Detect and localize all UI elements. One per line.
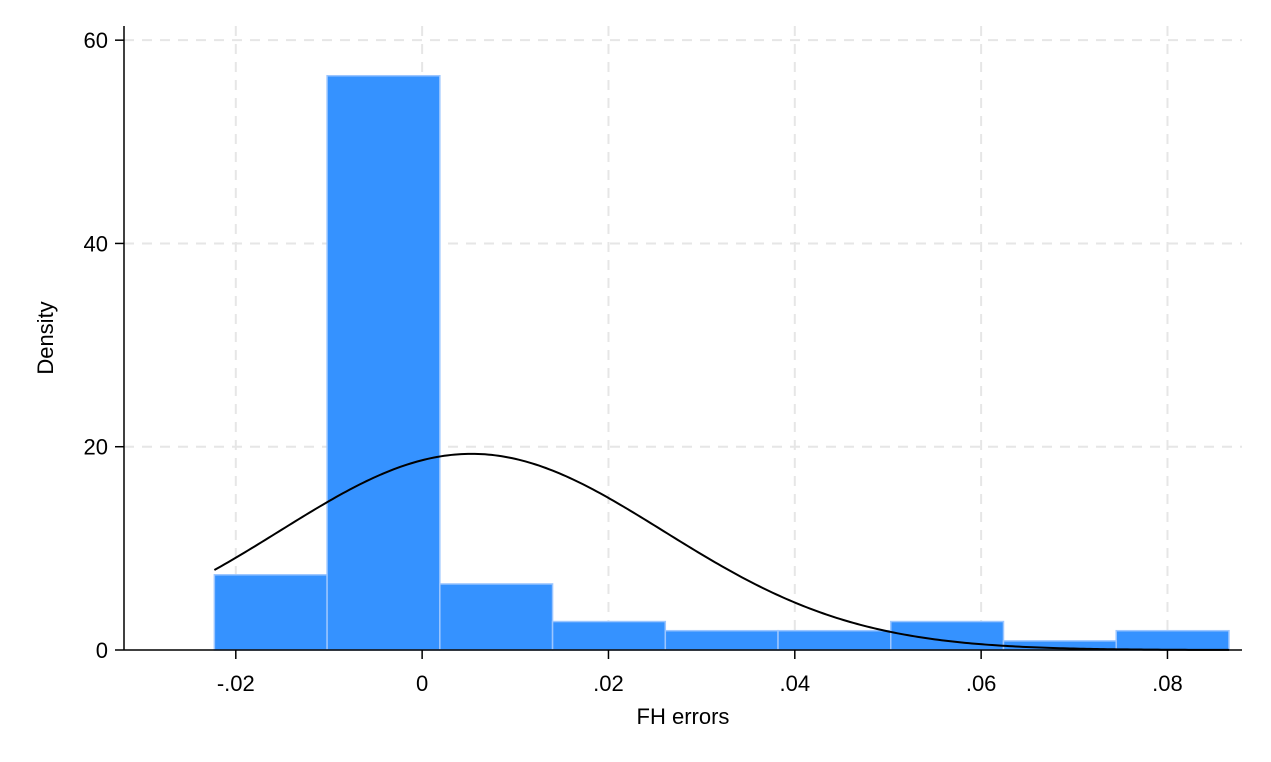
y-tick-label: 20 xyxy=(84,435,108,460)
x-tick-label: -.02 xyxy=(217,671,255,696)
histogram-bar xyxy=(213,574,328,651)
x-tick-label: .06 xyxy=(966,671,997,696)
grid-lines xyxy=(124,26,1242,650)
y-axis-title: Density xyxy=(33,301,58,374)
y-tick-label: 60 xyxy=(84,28,108,53)
y-tick-label: 40 xyxy=(84,231,108,256)
histogram-bar xyxy=(664,629,779,651)
x-tick-label: .08 xyxy=(1152,671,1183,696)
x-tick-label: .04 xyxy=(780,671,811,696)
histogram-bar xyxy=(777,629,892,651)
y-tick-label: 0 xyxy=(96,638,108,663)
histogram-bar xyxy=(326,74,441,651)
histogram-bar xyxy=(439,583,554,651)
x-axis-ticks: -.02 0 .02 .04 .06 .08 xyxy=(217,650,1183,696)
x-tick-label: 0 xyxy=(416,671,428,696)
axes xyxy=(123,26,1242,651)
histogram-bars xyxy=(213,74,1230,651)
x-tick-label: .02 xyxy=(593,671,624,696)
histogram-bar xyxy=(551,620,667,651)
y-axis-ticks: 0 20 40 60 xyxy=(84,28,124,663)
x-axis-title: FH errors xyxy=(637,704,730,729)
normal-density-curve xyxy=(213,452,1229,651)
histogram-bar xyxy=(1115,629,1230,651)
